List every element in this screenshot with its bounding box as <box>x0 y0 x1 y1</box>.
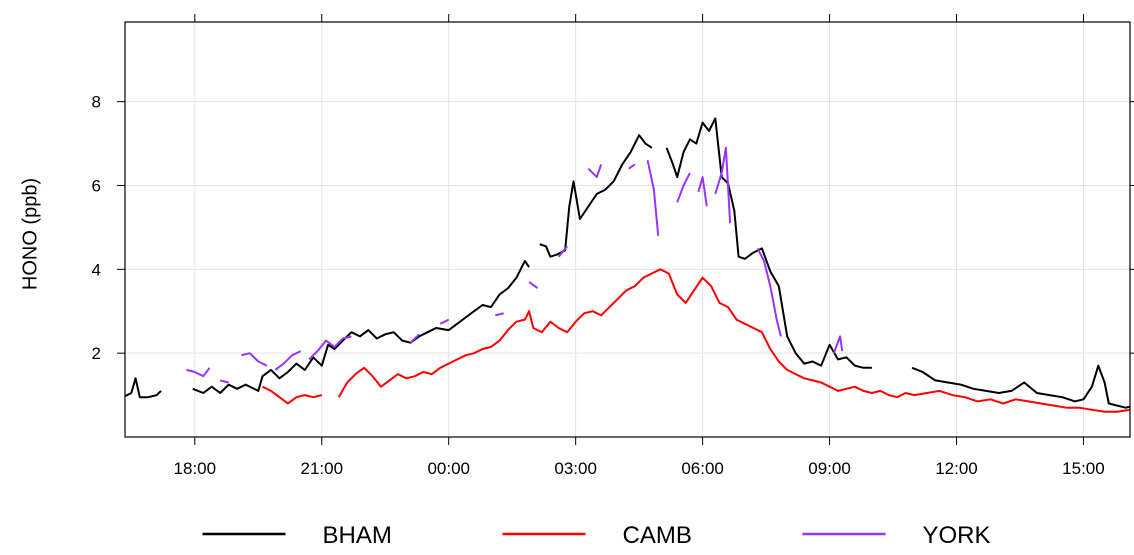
series-line-york <box>756 247 782 337</box>
series-line-york <box>409 333 420 344</box>
series-line-york <box>439 318 450 325</box>
y-tick-label: 8 <box>92 93 101 112</box>
series-bham <box>125 117 1130 409</box>
y-tick-label: 2 <box>92 344 101 363</box>
series-line-york <box>219 379 229 384</box>
series-line-bham <box>911 364 1130 409</box>
series-line-york <box>241 352 268 367</box>
series-line-york <box>676 172 691 203</box>
legend-item-york: YORK <box>802 522 991 549</box>
legend-item-camb: CAMB <box>502 522 692 549</box>
y-tick-label: 4 <box>92 260 101 279</box>
series-line-york <box>274 350 302 371</box>
legend-label: CAMB <box>623 522 692 549</box>
series-york <box>186 146 844 384</box>
y-axis-label: HONO (ppb) <box>19 178 41 290</box>
x-tick-label: 15:00 <box>1062 459 1105 478</box>
series-line-york <box>308 335 352 361</box>
series-line-bham <box>192 259 530 394</box>
plot-frame <box>124 21 1131 438</box>
x-tick-label: 18:00 <box>174 459 217 478</box>
series-line-york <box>186 367 211 378</box>
legend-label: BHAM <box>323 522 392 549</box>
x-tick-label: 12:00 <box>935 459 978 478</box>
x-tick-label: 00:00 <box>427 459 470 478</box>
series-line-york <box>528 281 539 290</box>
series-lines <box>125 117 1130 413</box>
series-line-york <box>587 164 603 179</box>
series-line-camb <box>262 385 323 405</box>
x-tick-label: 09:00 <box>808 459 851 478</box>
series-camb <box>262 268 1130 413</box>
x-tick-label: 03:00 <box>554 459 597 478</box>
legend-item-bham: BHAM <box>202 522 392 549</box>
x-tick-label: 21:00 <box>300 459 343 478</box>
series-line-bham <box>539 134 653 258</box>
series-line-bham <box>665 117 872 369</box>
series-line-york <box>646 160 660 236</box>
series-line-york <box>714 146 732 224</box>
series-line-york <box>697 176 708 207</box>
series-line-york <box>832 335 844 354</box>
series-line-york <box>557 245 568 258</box>
series-line-york <box>628 163 636 170</box>
series-line-york <box>495 312 504 317</box>
grid-lines <box>125 22 1130 437</box>
legend: BHAM CAMB YORK <box>202 522 991 549</box>
axis-ticks: 18:00 21:00 00:00 03:00 06:00 09:00 12:00 15:00… <box>92 14 1134 478</box>
legend-label: YORK <box>923 522 991 549</box>
y-tick-label: 6 <box>92 176 101 195</box>
x-tick-label: 06:00 <box>681 459 724 478</box>
series-line-camb <box>337 268 1130 413</box>
series-line-bham <box>125 377 162 399</box>
